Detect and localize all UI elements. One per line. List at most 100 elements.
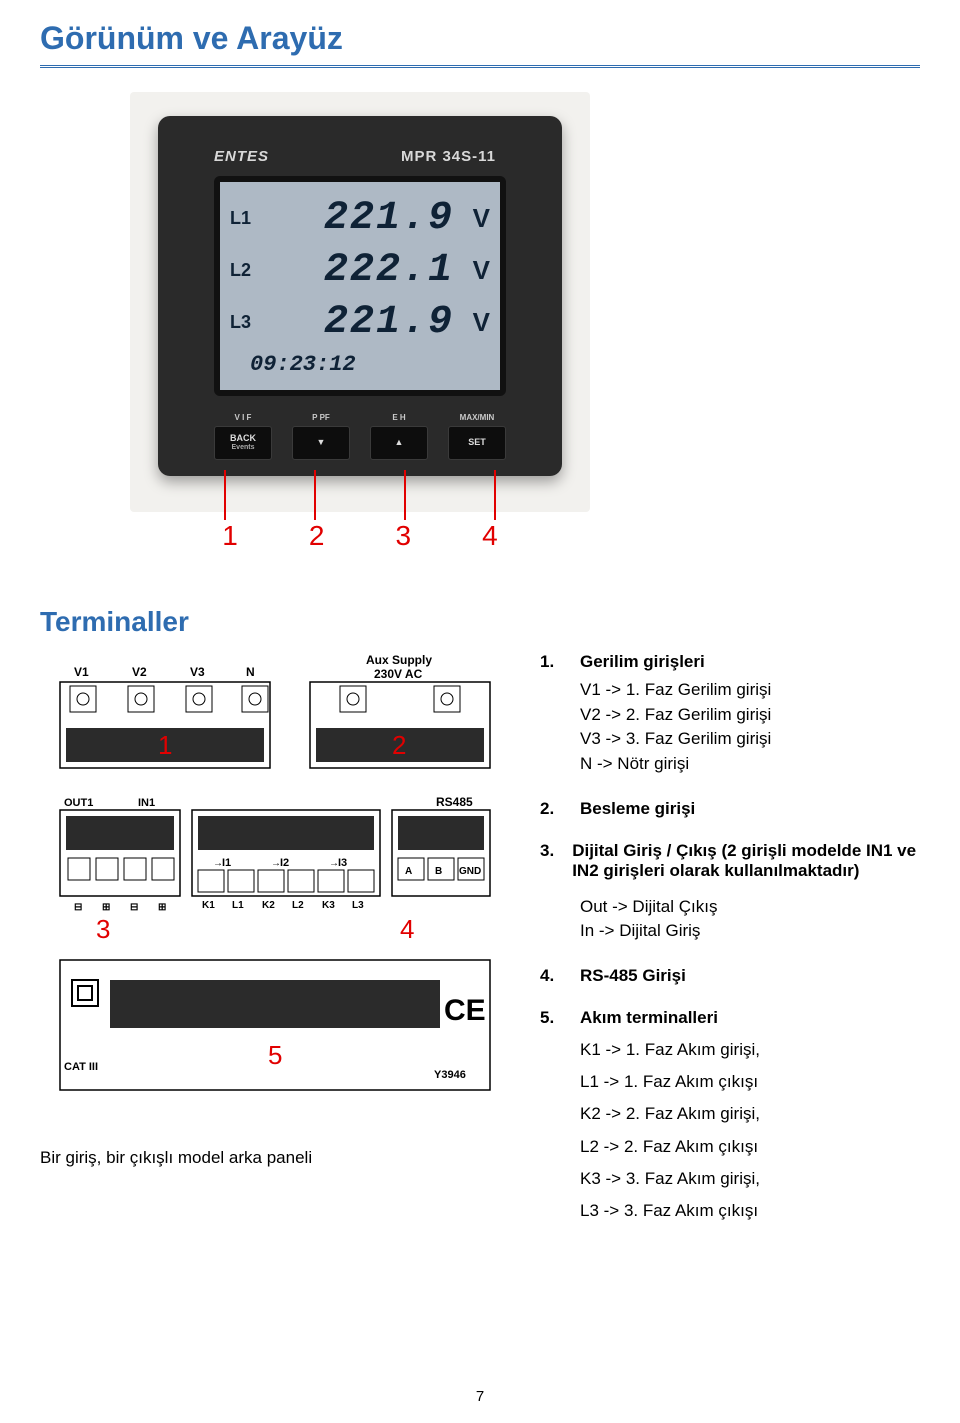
- terminal-item-4: 4. RS-485 Girişi: [540, 966, 920, 986]
- svg-text:1: 1: [158, 730, 172, 760]
- screen-unit-l2: V: [466, 255, 490, 286]
- terminal-item-5: 5. Akım terminalleri K1 -> 1. Faz Akım g…: [540, 1008, 920, 1228]
- red-num-4: 4: [478, 520, 502, 552]
- terminal-item-3: 3. Dijital Giriş / Çıkış (2 girişli mode…: [540, 841, 920, 944]
- terminal-line: In -> Dijital Giriş: [580, 919, 920, 944]
- terminal-svg: V1 V2 V3 N 1 Aux Supply 230V AC: [40, 650, 510, 1130]
- svg-text:⊞: ⊞: [102, 902, 110, 913]
- red-num-2: 2: [305, 520, 329, 552]
- terminal-line: K1 -> 1. Faz Akım girişi,: [580, 1034, 920, 1066]
- svg-text:CAT III: CAT III: [64, 1061, 98, 1073]
- terminal-num: 5.: [540, 1008, 562, 1028]
- terminal-item-1: 1. Gerilim girişleri V1 -> 1. Faz Gerili…: [540, 652, 920, 777]
- terminal-title: RS-485 Girişi: [580, 966, 686, 986]
- terminals-heading: Terminaller: [40, 606, 920, 638]
- terminal-title: Besleme girişi: [580, 799, 695, 819]
- svg-text:⊞: ⊞: [158, 902, 166, 913]
- svg-text:K1: K1: [202, 900, 215, 911]
- screen-row: L2 222.1 V: [230, 248, 490, 293]
- btn-label: ▲: [395, 438, 404, 448]
- main-heading: Görünüm ve Arayüz: [40, 20, 920, 57]
- svg-text:V2: V2: [132, 665, 147, 679]
- terminal-diagram: V1 V2 V3 N 1 Aux Supply 230V AC: [40, 650, 510, 1168]
- screen-row: L1 221.9 V: [230, 196, 490, 241]
- screen-unit-l3: V: [466, 307, 490, 338]
- button-top-labels: V I F P PF E H MAX/MIN: [214, 413, 506, 422]
- svg-text:V3: V3: [190, 665, 205, 679]
- device-buttons: BACK Events ▼ ▲ SET: [214, 426, 506, 460]
- svg-text:5: 5: [268, 1040, 282, 1070]
- svg-text:⊟: ⊟: [74, 902, 82, 913]
- svg-text:2: 2: [392, 730, 406, 760]
- terminal-line: K3 -> 3. Faz Akım girişi,: [580, 1163, 920, 1195]
- svg-text:IN1: IN1: [138, 797, 155, 809]
- svg-text:OUT1: OUT1: [64, 797, 93, 809]
- page-number: 7: [0, 1388, 960, 1405]
- terminal-line: K2 -> 2. Faz Akım girişi,: [580, 1098, 920, 1130]
- device-screen: L1 221.9 V L2 222.1 V L3 221.9 V 09:23:1…: [214, 176, 506, 396]
- page: Görünüm ve Arayüz ENTES MPR 34S-11 L1 22…: [0, 0, 960, 1423]
- terminal-num: 4.: [540, 966, 562, 986]
- svg-text:⊟: ⊟: [130, 902, 138, 913]
- heading-rule: [40, 65, 920, 68]
- svg-text:I1: I1: [222, 857, 231, 869]
- svg-text:N: N: [246, 665, 255, 679]
- svg-text:K3: K3: [322, 900, 335, 911]
- screen-label-l1: L1: [230, 208, 260, 229]
- svg-text:I3: I3: [338, 857, 347, 869]
- screen-label-l2: L2: [230, 260, 260, 281]
- svg-text:4: 4: [400, 914, 414, 944]
- btn-top-label: P PF: [292, 413, 350, 422]
- btn-top-label: MAX/MIN: [448, 413, 506, 422]
- red-num-1: 1: [218, 520, 242, 552]
- btn-label: ▼: [317, 438, 326, 448]
- svg-text:I2: I2: [280, 857, 289, 869]
- btn-label: BACK: [230, 434, 256, 444]
- terminal-line: L1 -> 1. Faz Akım çıkışı: [580, 1066, 920, 1098]
- svg-text:L2: L2: [292, 900, 304, 911]
- terminal-num: 3.: [540, 841, 554, 881]
- svg-text:K2: K2: [262, 900, 275, 911]
- svg-text:Y3946: Y3946: [434, 1069, 466, 1081]
- svg-text:3: 3: [96, 914, 110, 944]
- screen-label-l3: L3: [230, 312, 260, 333]
- btn-top-label: V I F: [214, 413, 272, 422]
- red-num-3: 3: [391, 520, 415, 552]
- terminal-text: 1. Gerilim girişleri V1 -> 1. Faz Gerili…: [540, 650, 920, 1250]
- svg-text:B: B: [435, 866, 442, 877]
- screen-unit-l1: V: [466, 203, 490, 234]
- device-brand: ENTES: [214, 148, 269, 165]
- red-numbers: 1 2 3 4: [214, 520, 506, 552]
- red-pointer-lines: [214, 470, 506, 520]
- svg-text:RS485: RS485: [436, 795, 473, 809]
- device-model: MPR 34S-11: [401, 148, 496, 165]
- screen-time: 09:23:12: [230, 352, 490, 377]
- terminal-line: V3 -> 3. Faz Gerilim girişi: [580, 727, 920, 752]
- terminal-line: L2 -> 2. Faz Akım çıkışı: [580, 1131, 920, 1163]
- screen-value-l1: 221.9: [272, 196, 454, 241]
- terminal-line: L3 -> 3. Faz Akım çıkışı: [580, 1195, 920, 1227]
- terminal-num: 2.: [540, 799, 562, 819]
- btn-top-label: E H: [370, 413, 428, 422]
- svg-text:A: A: [405, 866, 412, 877]
- screen-value-l2: 222.1: [272, 248, 454, 293]
- terminal-line: V2 -> 2. Faz Gerilim girişi: [580, 703, 920, 728]
- device-body: ENTES MPR 34S-11 L1 221.9 V L2 222.1 V L…: [158, 116, 562, 476]
- svg-text:GND: GND: [459, 866, 481, 877]
- svg-text:V1: V1: [74, 665, 89, 679]
- back-button: BACK Events: [214, 426, 272, 460]
- terminal-title: Gerilim girişleri: [580, 652, 705, 672]
- svg-text:230V AC: 230V AC: [374, 667, 423, 681]
- svg-text:CE: CE: [444, 994, 486, 1027]
- terminal-title: Dijital Giriş / Çıkış (2 girişli modelde…: [572, 841, 920, 881]
- btn-label: SET: [468, 438, 486, 448]
- terminal-num: 1.: [540, 652, 562, 672]
- screen-row: L3 221.9 V: [230, 300, 490, 345]
- terminal-title: Akım terminalleri: [580, 1008, 718, 1028]
- terminal-line: V1 -> 1. Faz Gerilim girişi: [580, 678, 920, 703]
- up-button: ▲: [370, 426, 428, 460]
- svg-text:L3: L3: [352, 900, 364, 911]
- svg-text:Aux Supply: Aux Supply: [366, 653, 432, 667]
- terminal-section: V1 V2 V3 N 1 Aux Supply 230V AC: [40, 650, 920, 1250]
- device-photo: ENTES MPR 34S-11 L1 221.9 V L2 222.1 V L…: [130, 92, 590, 512]
